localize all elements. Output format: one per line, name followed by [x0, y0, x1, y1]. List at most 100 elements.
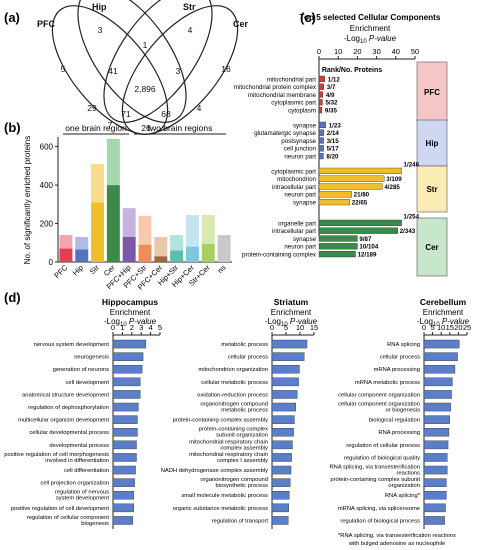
- d-bar: [271, 491, 290, 500]
- panel-a: (a) PFC Hip Str Cer 3 1 5 41 3 4 16 2,89…: [4, 0, 249, 135]
- c-category-label: synapse: [293, 122, 317, 129]
- d-category-label: positive regulation of cell morphogenesi…: [4, 452, 109, 458]
- c-bar: [318, 167, 402, 175]
- c-rank-label: 3/7: [327, 84, 336, 91]
- c-bar: [318, 83, 325, 90]
- d-category-label: cell projection organization: [40, 481, 109, 487]
- b-bar-segment-dark: [59, 248, 73, 262]
- d-category-label: regulation of transport: [212, 518, 269, 524]
- panel-c: (c) Top 5 selected Cellular Components E…: [234, 10, 448, 277]
- c-category-label: cytoplasmic part: [271, 168, 316, 175]
- d-category-label: NADH dehydrogenase complex assembly: [161, 468, 268, 474]
- d-bar: [423, 365, 456, 374]
- d-bar: [112, 491, 134, 500]
- d-xlabel2-tail: P-value: [440, 317, 470, 326]
- c-bar: [318, 91, 324, 98]
- d-category-label: organonitrogen compound: [200, 402, 268, 408]
- c-bar: [318, 183, 383, 190]
- d-bar: [112, 440, 137, 450]
- c-category-label: mitochondrial membrane: [248, 92, 317, 99]
- d-bar: [271, 339, 308, 349]
- c-x-tick-label: 20: [353, 47, 361, 56]
- d-category-label: complex I assembly: [217, 458, 268, 464]
- c-rank-label: 9/35: [325, 108, 338, 115]
- c-category-label: synapse: [293, 200, 317, 207]
- c-x-tick-label: 50: [411, 47, 419, 56]
- d-x-tick-label: 2: [130, 323, 134, 332]
- d-chart-title: Striatum: [274, 297, 309, 307]
- c-bar: [318, 145, 324, 152]
- panel-b-label: (b): [4, 120, 21, 135]
- c-rank-header: Rank/No. Proteins: [322, 67, 382, 74]
- c-group-label: Hip: [426, 139, 439, 148]
- d-category-label: metabolic process: [221, 342, 268, 348]
- d-xlabel2: -Log10 P-value: [265, 317, 318, 328]
- b-y-tick-label: 0: [49, 258, 54, 267]
- c-xlabel2: -Log10 P-value: [344, 34, 397, 45]
- c-rank-label: 22/65: [352, 200, 368, 207]
- c-rank-label: 10/104: [359, 244, 378, 251]
- b-group-label-one: one brain region: [65, 123, 127, 133]
- d-category-label: developmental process: [49, 443, 109, 449]
- panel-c-label: (c): [300, 10, 316, 25]
- d-category-label: cellular metabolic process: [201, 380, 268, 386]
- c-category-label: glutamatergic synapse: [254, 130, 316, 137]
- d-xlabel2: -Log10 P-value: [417, 317, 470, 328]
- d-bar: [423, 377, 453, 387]
- venn-ellipse-hip: [77, 0, 187, 123]
- b-y-tick-label: 400: [40, 181, 54, 190]
- venn-region-value: 16: [221, 64, 231, 74]
- d-category-label: regulation of cellular component: [27, 515, 110, 521]
- venn-region-value: 7: [108, 120, 113, 130]
- d-bar: [112, 428, 138, 437]
- b-bar-segment-dark: [201, 243, 215, 262]
- d-category-label: cellular component organization: [338, 392, 420, 398]
- d-category-label: cellular developmental process: [29, 430, 109, 436]
- d-category-label: mitochondrial respiratory chain: [189, 439, 268, 445]
- c-category-label: mitochondrial protein complex: [234, 84, 317, 91]
- d-category-label: organonitrogen compound: [200, 477, 268, 483]
- d-category-label: system development: [56, 496, 110, 502]
- d-category-label: organization: [388, 483, 420, 489]
- c-axes: 0 10 20 30 40 50 PFC Hip Str Cer: [317, 47, 448, 277]
- d-xlabel: Enrichment: [423, 308, 464, 317]
- venn-region-value: 1: [143, 40, 148, 50]
- c-category-label: mitochondrial part: [267, 76, 316, 83]
- panel-b: (b) No. of significantly enriched protei…: [4, 120, 232, 292]
- d-bar: [271, 440, 293, 450]
- venn-ellipse-pfc: [51, 5, 169, 135]
- b-bar-segment-light: [106, 138, 120, 186]
- venn-set-label-str: Str: [183, 2, 196, 12]
- d-category-label: generation of neurons: [53, 367, 110, 373]
- c-rank-label: 2/14: [327, 130, 340, 137]
- venn-region-value: 29: [87, 103, 97, 113]
- d-category-label: nervous system development: [34, 342, 110, 348]
- b-x-tick-label: ns: [216, 263, 228, 275]
- d-bar: [423, 352, 458, 361]
- d-bar: [271, 428, 294, 437]
- d-category-label: mRNA processing: [374, 367, 420, 373]
- venn-region-value: 4: [188, 25, 193, 35]
- d-bar: [423, 390, 452, 399]
- c-bar: [318, 198, 350, 206]
- c-group-band: [416, 165, 448, 213]
- d-category-label: regulation of dephosphorylation: [28, 405, 109, 411]
- c-category-label: neuron part: [284, 244, 316, 251]
- b-y-axis-label: No. of significantly enriched proteins: [23, 136, 32, 265]
- b-x-tick-label: PFC: [52, 263, 69, 280]
- venn-set-label-pfc: PFC: [37, 19, 56, 29]
- d-bar: [423, 478, 447, 487]
- c-group-band: [416, 119, 448, 167]
- d-bar: [271, 402, 296, 412]
- c-category-label: intracellular part: [272, 228, 316, 235]
- d-chart-title: Cerebellum: [420, 297, 467, 307]
- b-group-label-two: two brain regions: [148, 123, 213, 133]
- c-bar: [318, 175, 385, 182]
- d-bar: [423, 516, 445, 525]
- d-xlabel2-main: -Log: [417, 317, 433, 326]
- d-bar: [112, 453, 137, 462]
- venn-region-value: 68: [161, 109, 171, 119]
